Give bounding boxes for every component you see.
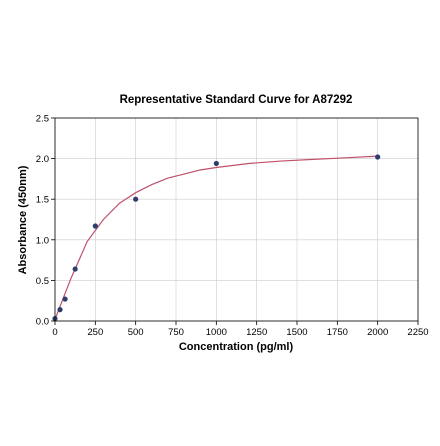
- x-tick-label: 500: [128, 327, 144, 338]
- grid-lines: [54, 117, 419, 322]
- data-point: [62, 296, 68, 302]
- x-tick-label: 1500: [286, 327, 307, 338]
- data-point: [133, 196, 139, 202]
- x-axis-ticks: 0 250 500 750 1000 1250 1500 1750 2000 2250: [52, 321, 429, 338]
- y-axis-ticks: 0.0 0.5 1.0 1.5 2.0 2.5: [36, 114, 55, 328]
- x-tick-label: 750: [168, 327, 184, 338]
- x-tick-label: 2000: [367, 327, 388, 338]
- x-tick-label: 1750: [327, 327, 348, 338]
- x-tick-label: 2250: [407, 327, 428, 338]
- plot-area-frame: [54, 117, 419, 322]
- y-tick-label: 2.5: [36, 114, 49, 125]
- x-tick-label: 1250: [246, 327, 267, 338]
- chart-title: Representative Standard Curve for A87292: [120, 94, 353, 106]
- data-point: [375, 154, 381, 160]
- y-tick-label: 2.0: [36, 154, 49, 165]
- x-tick-label: 1000: [206, 327, 227, 338]
- x-tick-label: 0: [52, 327, 57, 338]
- x-tick-label: 250: [87, 327, 103, 338]
- fitted-curve-layer: [54, 155, 378, 320]
- data-point: [72, 266, 78, 272]
- data-point: [213, 160, 219, 167]
- y-tick-label: 1.0: [36, 235, 49, 246]
- fitted-curve: [54, 155, 378, 320]
- x-axis-label: Concentration (pg/ml): [179, 341, 294, 353]
- data-points-layer: [52, 154, 381, 322]
- y-tick-label: 0.0: [36, 317, 49, 328]
- y-tick-label: 1.5: [36, 195, 49, 206]
- data-point: [57, 307, 63, 313]
- data-point: [92, 223, 98, 229]
- y-tick-label: 0.5: [36, 276, 49, 287]
- y-axis-label: Absorbance (450nm): [17, 165, 29, 274]
